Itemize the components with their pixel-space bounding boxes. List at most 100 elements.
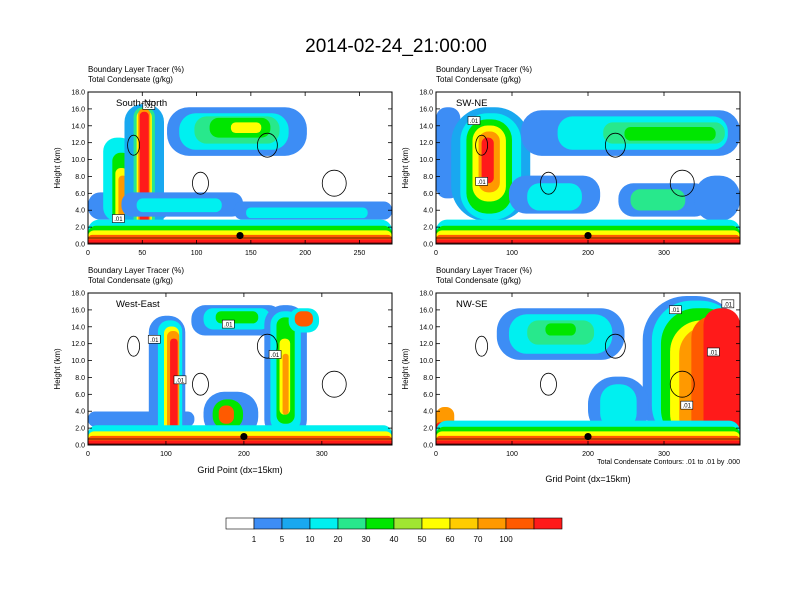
contour-label: .01 xyxy=(475,177,488,186)
x-tick-label: 200 xyxy=(238,451,250,458)
y-tick-label: 16.0 xyxy=(71,106,85,113)
svg-text:.01: .01 xyxy=(724,302,733,308)
panel-sw-ne: .01 .01 0.0 2.0 4.0 6.0 8.0 10.0 12.0 14.0 16.0 18.… xyxy=(401,65,741,257)
location-marker xyxy=(240,432,248,441)
variable-label: Boundary Layer Tracer (%) xyxy=(88,266,184,275)
y-tick-label: 2.0 xyxy=(75,426,85,433)
condensate-contour xyxy=(256,132,278,158)
panel-name: SW-NE xyxy=(456,98,488,109)
x-axis-label: Grid Point (dx=15km) xyxy=(545,474,630,484)
y-tick-label: 6.0 xyxy=(423,392,433,399)
tracer-region xyxy=(88,440,392,445)
panel-west-east: .01 .01 .01 .01 0.0 2.0 4.0 6.0 8.0 10.0 12.0 14.0 1… xyxy=(53,266,393,475)
svg-text:.01: .01 xyxy=(150,338,159,344)
tracer-region xyxy=(294,311,313,327)
location-marker xyxy=(236,231,244,240)
panel-name: West-East xyxy=(116,299,160,310)
tracer-field: .01 .01 xyxy=(436,92,740,244)
contour-label: .01 xyxy=(147,334,161,344)
y-tick-label: 12.0 xyxy=(419,341,433,348)
colorbar-swatch xyxy=(393,517,423,530)
y-tick-label: 0.0 xyxy=(423,443,433,450)
svg-text:.01: .01 xyxy=(470,119,479,125)
tracer-field: .01 .01 .01 .01 xyxy=(436,293,740,445)
x-tick-label: 100 xyxy=(160,451,172,458)
y-tick-label: 10.0 xyxy=(419,358,433,365)
colorbar-label: 10 xyxy=(306,535,315,544)
panel-nw-se: .01 .01 .01 .01 0.0 2.0 4.0 6.0 8.0 10.0 12.0 14.0 1… xyxy=(401,266,741,484)
tracer-region xyxy=(694,175,740,222)
colorbar-swatch xyxy=(225,517,255,530)
tracer-region xyxy=(136,198,222,213)
condensate-contour xyxy=(475,134,489,156)
x-tick-label: 50 xyxy=(138,250,146,257)
x-tick-label: 150 xyxy=(245,250,257,257)
colorbar-swatch xyxy=(449,517,479,530)
y-tick-label: 4.0 xyxy=(423,409,433,416)
y-tick-label: 8.0 xyxy=(75,174,85,181)
y-tick-label: 6.0 xyxy=(75,392,85,399)
tracer-field: .01 .01 xyxy=(88,92,392,244)
colorbar-label: 100 xyxy=(499,535,513,544)
contour-label: .01 xyxy=(467,116,481,125)
x-tick-label: 300 xyxy=(316,451,328,458)
x-tick-label: 100 xyxy=(191,250,203,257)
tracer-region xyxy=(230,122,262,134)
svg-text:.01: .01 xyxy=(224,323,233,329)
contour-label: .01 xyxy=(142,101,156,110)
condensate-contour xyxy=(669,169,695,197)
y-axis-label: Height (km) xyxy=(401,348,410,390)
contour-footnote: Total Condensate Contours: .01 to .01 by… xyxy=(597,459,740,466)
y-tick-label: 8.0 xyxy=(75,375,85,382)
variable-label: Boundary Layer Tracer (%) xyxy=(88,65,184,74)
tracer-field: .01 .01 .01 .01 xyxy=(88,293,392,445)
x-axis-label: Grid Point (dx=15km) xyxy=(197,465,282,475)
svg-text:.01: .01 xyxy=(671,308,680,314)
svg-text:.01: .01 xyxy=(114,217,123,223)
y-tick-label: 0.0 xyxy=(423,242,433,249)
colorbar-label: 30 xyxy=(362,535,371,544)
y-tick-label: 0.0 xyxy=(75,443,85,450)
y-tick-label: 4.0 xyxy=(75,409,85,416)
condensate-contour xyxy=(321,370,347,398)
contour-label: .01 xyxy=(721,299,735,308)
x-tick-label: 0 xyxy=(434,451,438,458)
y-tick-label: 4.0 xyxy=(75,208,85,215)
tracer-region xyxy=(88,239,392,244)
x-tick-label: 200 xyxy=(299,250,311,257)
variable-label: Boundary Layer Tracer (%) xyxy=(436,65,532,74)
y-axis-label: Height (km) xyxy=(53,147,62,189)
y-tick-label: 10.0 xyxy=(71,157,85,164)
colorbar-swatch xyxy=(337,517,367,530)
variable-label: Total Condensate (g/kg) xyxy=(436,276,521,285)
colorbar-label: 40 xyxy=(390,535,399,544)
y-tick-label: 18.0 xyxy=(419,90,433,97)
y-tick-label: 0.0 xyxy=(75,242,85,249)
location-marker xyxy=(584,432,592,441)
variable-label: Total Condensate (g/kg) xyxy=(88,75,173,84)
colorbar-label: 70 xyxy=(474,535,483,544)
condensate-contour xyxy=(256,333,278,359)
tracer-region xyxy=(246,207,368,219)
tracer-region xyxy=(624,126,716,141)
condensate-contour xyxy=(540,171,557,195)
contour-label: .01 xyxy=(707,347,720,356)
tracer-region xyxy=(545,323,576,336)
panel-south-north: .01 .01 0.0 2.0 4.0 6.0 8.0 10.0 12.0 14.0 16.0 18.… xyxy=(53,65,393,257)
x-tick-label: 100 xyxy=(506,451,518,458)
contour-label: .01 xyxy=(669,305,682,314)
colorbar-swatch xyxy=(421,517,451,530)
condensate-contour xyxy=(192,171,209,195)
plot-frame xyxy=(87,292,393,446)
y-tick-label: 18.0 xyxy=(419,291,433,298)
tracer-region xyxy=(703,308,740,445)
condensate-contour xyxy=(604,333,626,359)
y-axis-label: Height (km) xyxy=(401,147,410,189)
y-tick-label: 8.0 xyxy=(423,174,433,181)
colorbar-swatch xyxy=(365,517,395,530)
y-tick-label: 18.0 xyxy=(71,291,85,298)
tracer-region xyxy=(481,137,494,184)
y-tick-label: 6.0 xyxy=(423,191,433,198)
svg-text:.01: .01 xyxy=(176,378,185,384)
panel-name: NW-SE xyxy=(456,299,488,310)
